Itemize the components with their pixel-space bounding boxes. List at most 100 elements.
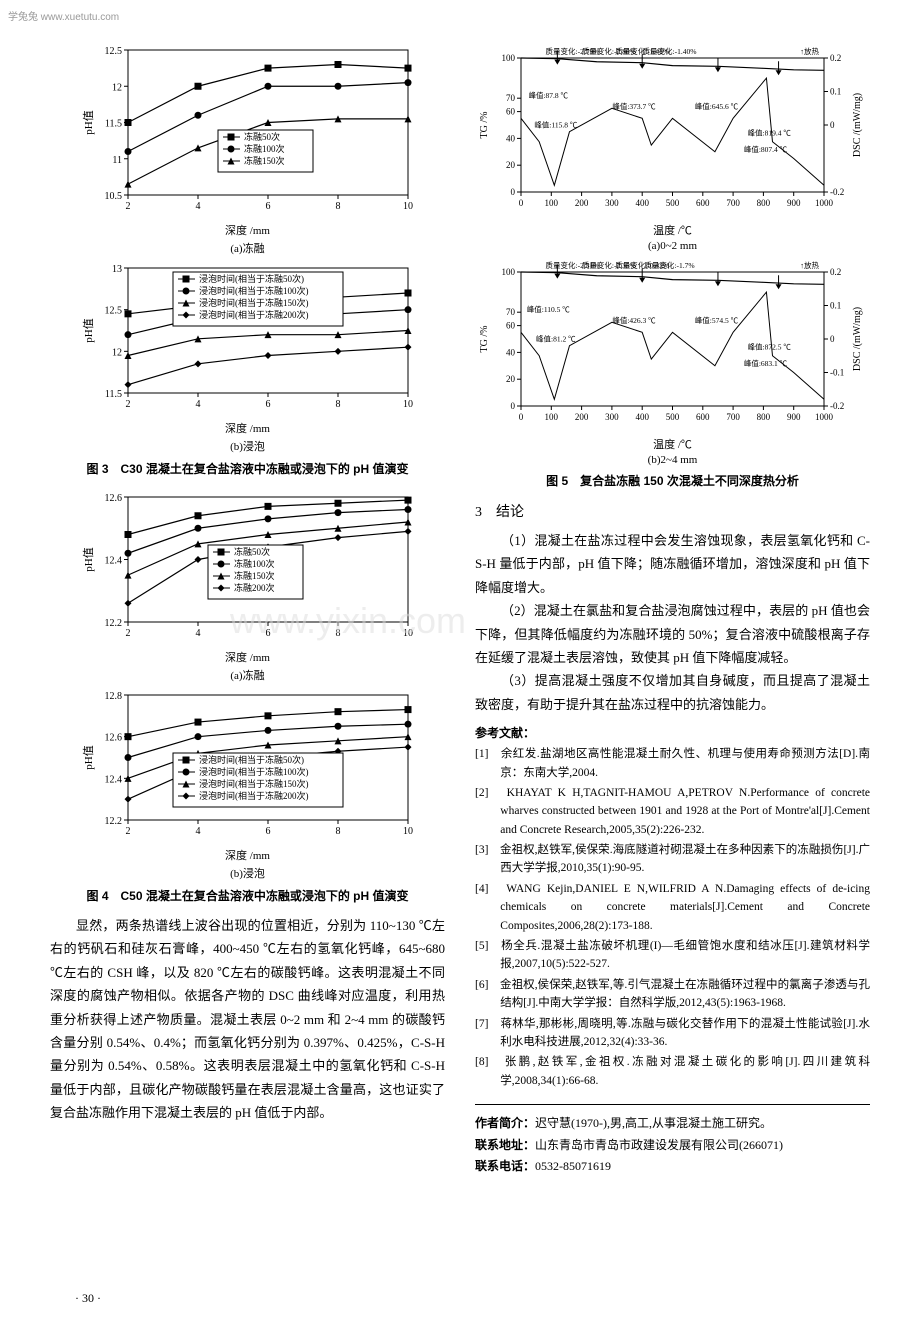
svg-text:60: 60 [506, 321, 516, 331]
svg-text:100: 100 [502, 53, 516, 63]
svg-text:100: 100 [545, 412, 559, 422]
svg-text:6: 6 [265, 628, 270, 639]
svg-text:质量变化:-1.7%: 质量变化:-1.7% [644, 260, 694, 270]
svg-text:冻融50次: 冻融50次 [244, 131, 280, 142]
svg-text:4: 4 [195, 628, 200, 639]
svg-text:400: 400 [635, 412, 649, 422]
svg-text:峰值:426.3 ℃: 峰值:426.3 ℃ [612, 315, 656, 325]
section3-p3: （3）提高混凝土强度不仅增加其自身碱度，而且提高了混凝土致密度，有助于提升其在盐… [475, 669, 870, 716]
svg-text:6: 6 [265, 826, 270, 837]
svg-text:8: 8 [335, 826, 340, 837]
fig3-chart-b: 11.51212.513246810pH值浸泡时间(相当于冻融50次)浸泡时间(… [50, 258, 445, 454]
svg-text:600: 600 [696, 412, 710, 422]
fig5-sub-b: (b)2~4 mm [475, 454, 870, 466]
svg-text:峰值:87.8 ℃: 峰值:87.8 ℃ [528, 90, 568, 100]
fig3-caption: 图 3 C30 混凝土在复合盐溶液中冻融或浸泡下的 pH 值演变 [50, 460, 445, 477]
svg-text:0: 0 [511, 401, 516, 411]
svg-text:11.5: 11.5 [104, 389, 121, 400]
svg-text:13: 13 [112, 264, 122, 275]
svg-text:12.2: 12.2 [104, 816, 122, 827]
svg-text:↑放热: ↑放热 [800, 260, 819, 270]
svg-text:800: 800 [757, 412, 771, 422]
ref-item: [1] 余红发.盐湖地区高性能混凝土耐久性、机理与使用寿命预测方法[D].南京：… [475, 745, 870, 782]
svg-text:冻融150次: 冻融150次 [234, 570, 275, 581]
section3-title: 3 结论 [475, 501, 870, 521]
body-left-text: 显然，两条热谱线上波谷出现的位置相近，分别为 110~130 ℃左右的钙矾石和硅… [50, 914, 445, 1125]
svg-text:300: 300 [605, 412, 619, 422]
svg-text:1000: 1000 [815, 412, 834, 422]
svg-text:0: 0 [830, 334, 835, 344]
svg-text:800: 800 [757, 198, 771, 208]
svg-text:20: 20 [506, 374, 516, 384]
svg-text:40: 40 [506, 347, 516, 357]
svg-text:6: 6 [265, 399, 270, 410]
fig5-sub-a: (a)0~2 mm [475, 240, 870, 252]
svg-text:60: 60 [506, 107, 516, 117]
svg-text:12.5: 12.5 [104, 306, 122, 317]
svg-text:12.5: 12.5 [104, 46, 122, 57]
svg-text:2: 2 [125, 628, 130, 639]
author-info: 作者简介：迟守慧(1970-),男,高工,从事混凝土施工研究。 联系地址：山东青… [475, 1104, 870, 1178]
fig4-sub-b: (b)浸泡 [50, 865, 445, 881]
svg-text:100: 100 [502, 267, 516, 277]
svg-text:8: 8 [335, 628, 340, 639]
svg-text:0.2: 0.2 [830, 267, 841, 277]
svg-text:峰值:115.8 ℃: 峰值:115.8 ℃ [534, 120, 578, 130]
svg-text:11: 11 [112, 155, 122, 166]
fig4-sub-a: (a)冻融 [50, 667, 445, 683]
svg-text:500: 500 [666, 412, 680, 422]
svg-text:峰值:683.1 ℃: 峰值:683.1 ℃ [744, 358, 788, 368]
fig4-xlabel-a: 深度 /mm [50, 649, 445, 665]
fig5-xlabel-b: 温度 /℃ [475, 436, 870, 452]
ref-item: [7] 蒋林华,那彬彬,周晓明,等.冻融与碳化交替作用下的混凝土性能试验[J].… [475, 1015, 870, 1052]
svg-text:DSC /(mW/mg): DSC /(mW/mg) [852, 307, 863, 371]
fig3-sub-a: (a)冻融 [50, 240, 445, 256]
svg-text:TG /%: TG /% [479, 326, 490, 353]
svg-text:冻融100次: 冻融100次 [234, 558, 275, 569]
svg-text:↑放热: ↑放热 [800, 46, 819, 56]
author-intro-label: 作者简介： [475, 1113, 535, 1135]
author-addr: 山东青岛市青岛市政建设发展有限公司(266071) [535, 1138, 783, 1152]
svg-text:12.6: 12.6 [104, 493, 122, 504]
svg-text:200: 200 [575, 412, 589, 422]
author-intro: 迟守慧(1970-),男,高工,从事混凝土施工研究。 [535, 1116, 772, 1130]
svg-text:pH值: pH值 [82, 745, 95, 769]
svg-text:1000: 1000 [815, 198, 834, 208]
svg-text:峰值:574.5 ℃: 峰值:574.5 ℃ [695, 315, 739, 325]
svg-text:10: 10 [403, 201, 413, 212]
svg-text:4: 4 [195, 399, 200, 410]
svg-text:DSC /(mW/mg): DSC /(mW/mg) [852, 93, 863, 157]
svg-text:12: 12 [112, 82, 122, 93]
svg-text:pH值: pH值 [82, 110, 95, 134]
left-column: 10.51111.51212.5246810pH值冻融50次冻融100次冻融15… [50, 40, 445, 1178]
fig4-chart-a: 12.212.412.6246810pH值冻融50次冻融100次冻融150次冻融… [50, 487, 445, 683]
fig5-xlabel-a: 温度 /℃ [475, 222, 870, 238]
fig3-chart-a: 10.51111.51212.5246810pH值冻融50次冻融100次冻融15… [50, 40, 445, 256]
svg-text:8: 8 [335, 399, 340, 410]
refs-title: 参考文献： [475, 724, 870, 741]
svg-text:0: 0 [511, 187, 516, 197]
svg-text:12.4: 12.4 [104, 774, 122, 785]
svg-text:2: 2 [125, 201, 130, 212]
svg-text:70: 70 [506, 93, 516, 103]
svg-text:-0.2: -0.2 [830, 401, 844, 411]
ref-item: [5] 杨全兵.混凝土盐冻破坏机理(I)—毛细管饱水度和结冰压[J].建筑材料学… [475, 937, 870, 974]
svg-text:2: 2 [125, 399, 130, 410]
svg-text:峰值:872.5 ℃: 峰值:872.5 ℃ [747, 342, 791, 352]
svg-text:10: 10 [403, 826, 413, 837]
svg-text:4: 4 [195, 826, 200, 837]
fig3-xlabel-a: 深度 /mm [50, 222, 445, 238]
fig3-xlabel-b: 深度 /mm [50, 420, 445, 436]
refs-list: [1] 余红发.盐湖地区高性能混凝土耐久性、机理与使用寿命预测方法[D].南京：… [475, 745, 870, 1090]
svg-text:10: 10 [403, 399, 413, 410]
svg-text:0.1: 0.1 [830, 87, 841, 97]
svg-text:8: 8 [335, 201, 340, 212]
svg-text:浸泡时间(相当于冻融100次): 浸泡时间(相当于冻融100次) [199, 766, 309, 777]
svg-text:浸泡时间(相当于冻融50次): 浸泡时间(相当于冻融50次) [199, 273, 304, 284]
page-number: · 30 · [75, 1291, 101, 1306]
svg-text:40: 40 [506, 133, 516, 143]
watermark-top: 学兔兔 www.xuetutu.com [8, 8, 119, 23]
svg-text:2: 2 [125, 826, 130, 837]
svg-text:12.2: 12.2 [104, 618, 122, 629]
svg-text:峰值:645.6 ℃: 峰值:645.6 ℃ [695, 101, 739, 111]
